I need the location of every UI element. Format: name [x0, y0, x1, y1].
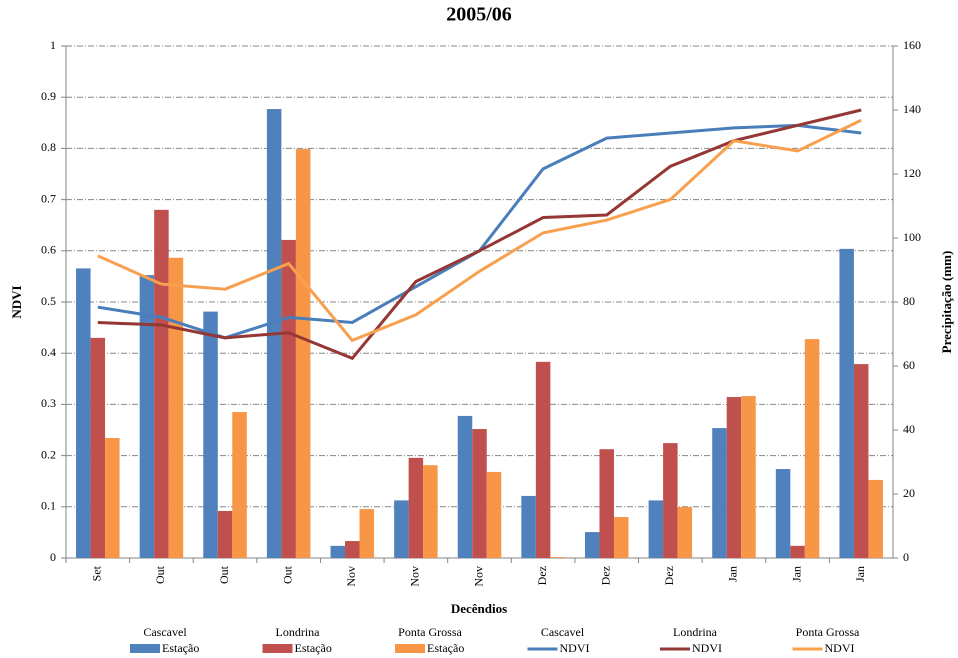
y-tick-label: 0.1	[41, 499, 56, 513]
bar	[345, 541, 360, 558]
x-axis-title: Decêndios	[451, 601, 507, 616]
x-tick-label: Out	[217, 565, 231, 584]
y2-axis-title: Precipitação (mm)	[939, 251, 954, 354]
legend-group: Ponta Grossa	[398, 625, 462, 639]
legend-swatch	[395, 644, 425, 653]
bar	[726, 397, 742, 558]
y2-tick-label: 120	[903, 166, 921, 180]
legend-label: Estação	[295, 641, 332, 655]
bar	[168, 257, 184, 558]
bar	[105, 438, 120, 558]
legend-group: Cascavel	[143, 625, 187, 639]
bar	[521, 495, 536, 558]
line	[97, 118, 862, 343]
legend-swatch	[130, 644, 160, 653]
bar	[154, 209, 169, 558]
bar	[408, 457, 424, 558]
y2-tick-label: 160	[903, 38, 921, 52]
x-tick-label: Jan	[853, 566, 867, 582]
legend-group: Londrina	[673, 625, 718, 639]
bar	[550, 557, 565, 558]
bar	[775, 469, 791, 558]
y-tick-label: 0.2	[41, 447, 56, 461]
legend-group: Cascavel	[541, 625, 585, 639]
y-tick-label: 0.8	[41, 140, 56, 154]
bar	[868, 479, 883, 558]
legend-label: NDVI	[560, 641, 590, 655]
bar	[486, 471, 502, 558]
legend-label: Estação	[162, 641, 199, 655]
bar	[677, 507, 693, 558]
bar	[535, 361, 551, 558]
bar	[203, 311, 218, 558]
y-tick-label: 0.4	[41, 345, 56, 359]
y-tick-label: 0.7	[41, 191, 56, 205]
bar	[423, 465, 438, 558]
bar	[359, 509, 375, 558]
x-tick-label: Nov	[344, 566, 358, 587]
y-tick-label: 0.3	[41, 396, 56, 410]
x-tick-label: Jan	[789, 566, 803, 582]
legend-label: NDVI	[825, 641, 855, 655]
bar	[217, 510, 233, 558]
legend-group: Ponta Grossa	[796, 625, 860, 639]
x-tick-label: Dez	[662, 566, 676, 585]
bar	[613, 517, 629, 558]
x-tick-label: Dez	[598, 566, 612, 585]
x-tick-label: Nov	[471, 566, 485, 587]
bar	[330, 545, 346, 558]
bar	[457, 415, 473, 558]
y2-tick-label: 40	[903, 422, 915, 436]
x-tick-label: Out	[153, 565, 167, 584]
y-tick-label: 0.9	[41, 89, 56, 103]
legend-label: NDVI	[692, 641, 722, 655]
bar	[394, 500, 409, 558]
bar	[281, 239, 296, 559]
bar	[663, 443, 678, 558]
bar	[648, 500, 664, 558]
legend-swatch	[262, 644, 293, 653]
legend-label: Estação	[427, 641, 464, 655]
x-tick-label: Jan	[726, 566, 740, 582]
bar	[139, 275, 155, 558]
bar	[790, 545, 805, 558]
y-tick-label: 0	[50, 550, 56, 564]
y-tick-label: 0.6	[41, 243, 56, 257]
y-tick-label: 0.5	[41, 294, 56, 308]
x-tick-label: Out	[280, 565, 294, 584]
y-tick-label: 1	[50, 38, 56, 52]
bar	[804, 339, 820, 558]
y2-tick-label: 100	[903, 230, 921, 244]
y2-tick-label: 60	[903, 358, 915, 372]
y2-tick-label: 140	[903, 102, 921, 116]
bar	[853, 364, 869, 558]
x-tick-label: Nov	[408, 566, 422, 587]
bar	[90, 337, 106, 558]
y2-tick-label: 80	[903, 294, 915, 308]
y2-tick-label: 20	[903, 486, 915, 500]
bar	[599, 449, 614, 558]
legend-group: Londrina	[276, 625, 321, 639]
chart-title: 2005/06	[446, 4, 512, 26]
bar	[712, 428, 727, 558]
bar	[584, 532, 600, 558]
line	[97, 123, 862, 340]
bar	[839, 248, 854, 558]
x-tick-label: Set	[90, 565, 104, 581]
bar	[232, 412, 247, 558]
x-tick-label: Dez	[535, 566, 549, 585]
bar	[741, 396, 756, 558]
bar	[76, 268, 91, 558]
y-axis-title: NDVI	[9, 285, 24, 318]
bar	[472, 429, 487, 558]
bar	[295, 149, 311, 559]
y2-tick-label: 0	[903, 550, 909, 564]
